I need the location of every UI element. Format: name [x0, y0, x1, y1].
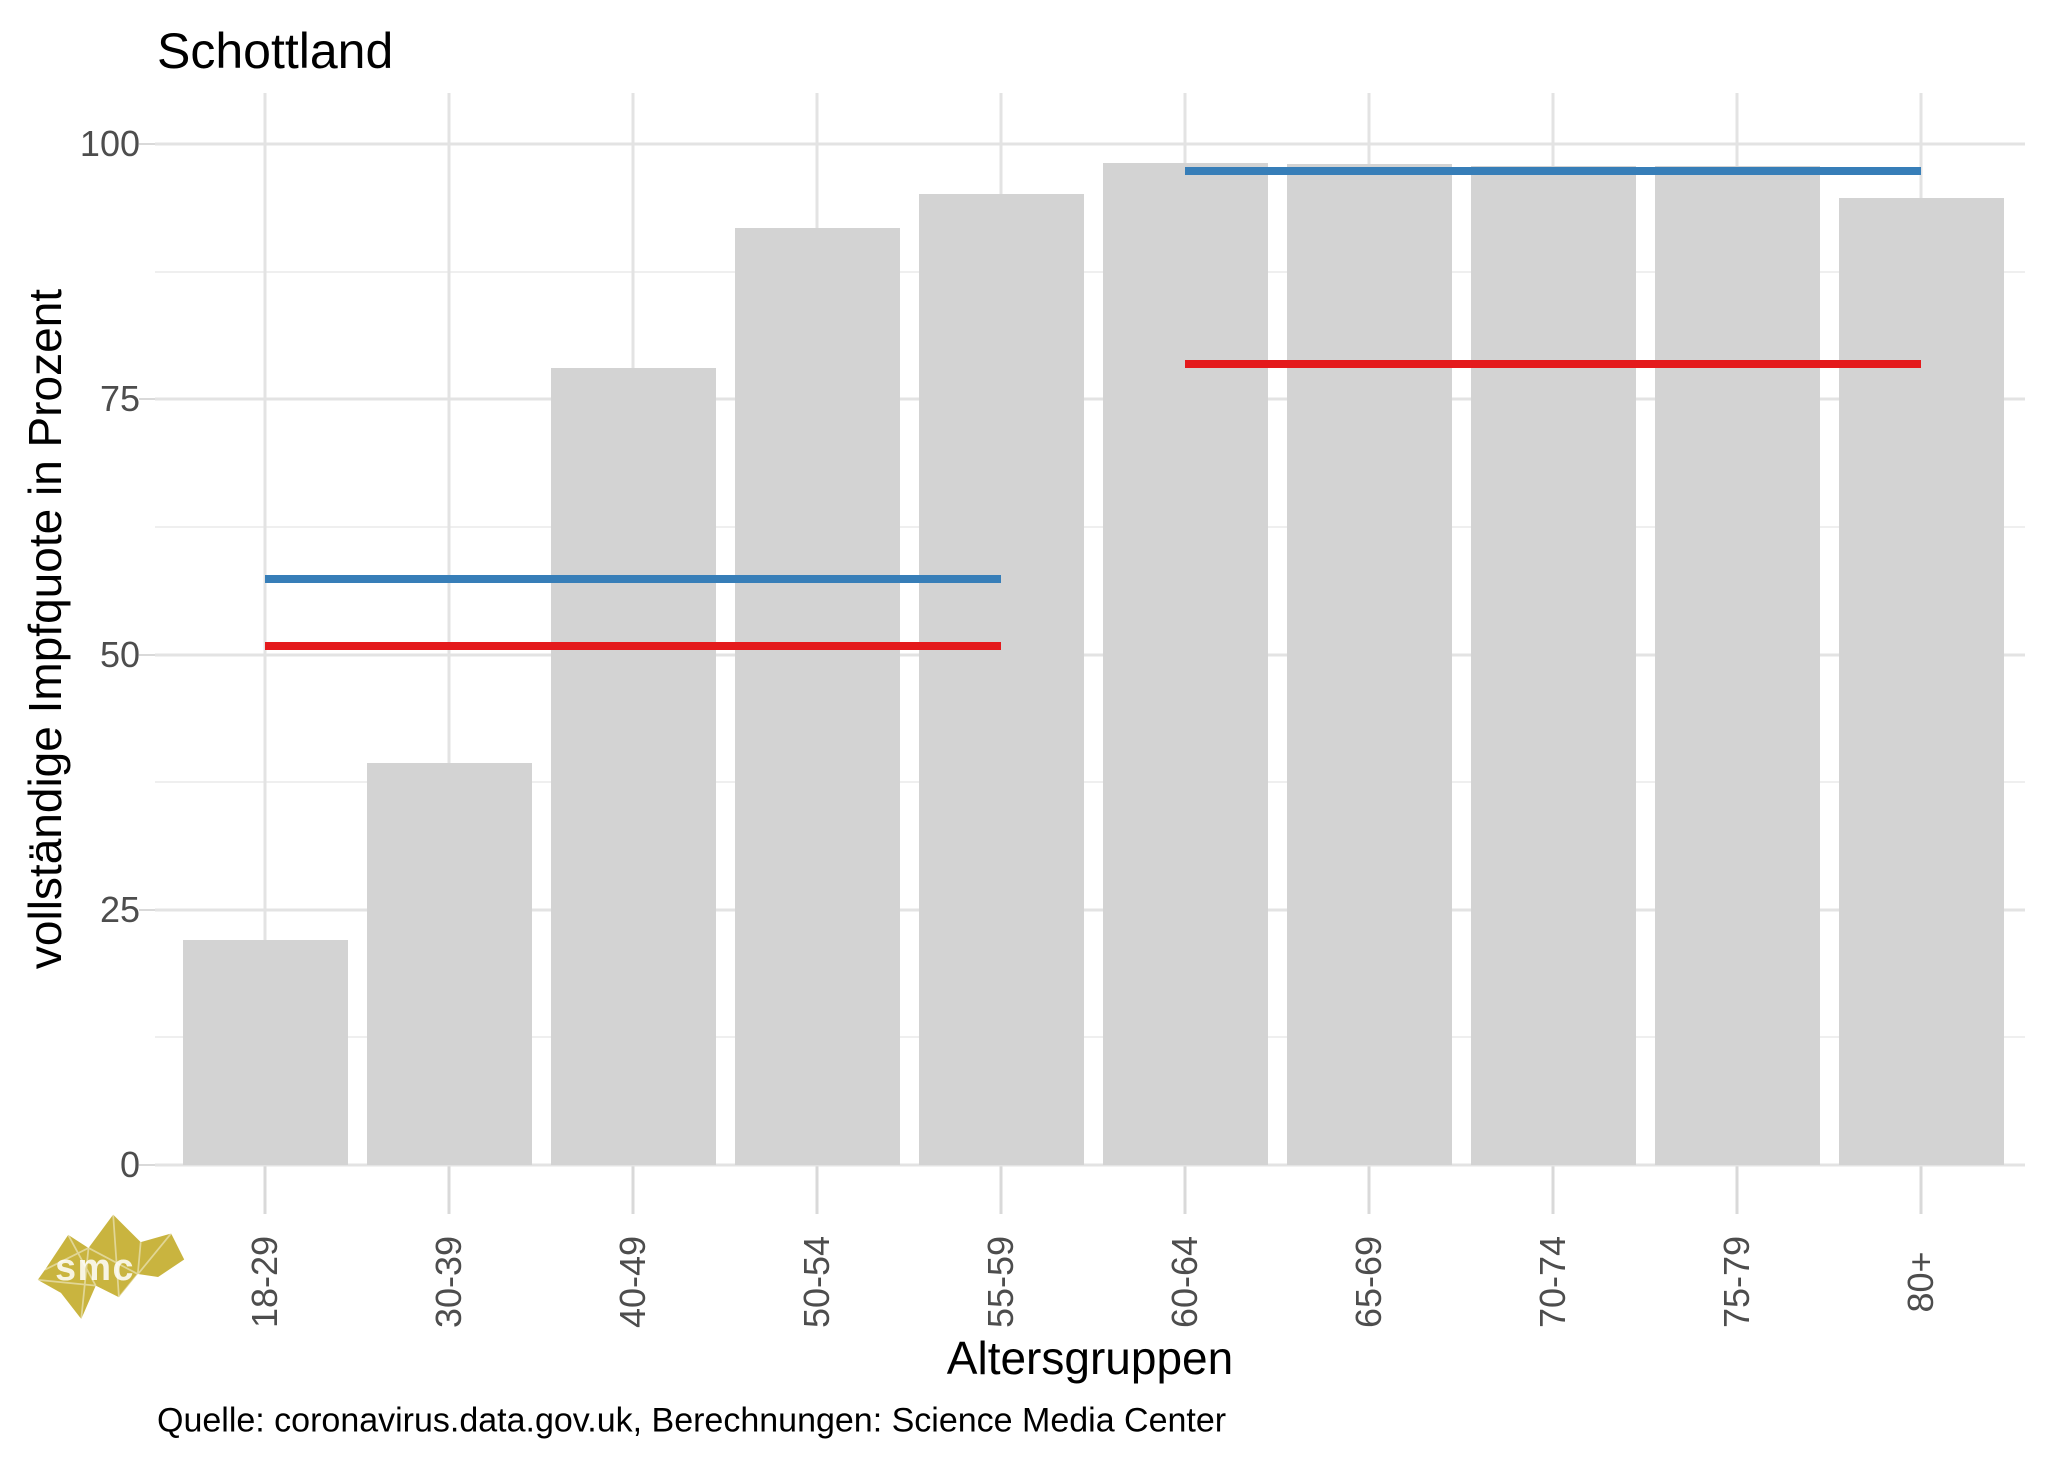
x-tick-mark: [1183, 1166, 1187, 1214]
bar: [1102, 163, 1268, 1165]
y-tick-mark: [139, 908, 155, 911]
x-tick-label: 30-39: [428, 1235, 469, 1329]
x-tick-mark: [1551, 1166, 1555, 1214]
gridline-major: [155, 142, 2025, 146]
y-tick-label: 100: [79, 123, 140, 165]
x-tick-mark: [1735, 1166, 1739, 1214]
gridline-minor: [155, 1036, 2025, 1039]
gridline-minor: [155, 525, 2025, 528]
y-tick-label: 25: [99, 888, 140, 930]
reference-line: [1185, 359, 1921, 368]
gridline-minor: [155, 781, 2025, 784]
reference-line: [265, 642, 1001, 651]
x-tick-label: 60-64: [1164, 1235, 1205, 1329]
gridline-major: [155, 1163, 2025, 1167]
x-tick-mark: [631, 1166, 635, 1214]
x-tick-mark: [263, 1166, 267, 1214]
y-tick-mark: [139, 143, 155, 146]
plot-panel: [155, 93, 2025, 1167]
x-tick-mark: [1919, 1166, 1923, 1214]
gridline-major: [155, 653, 2025, 657]
bar: [1470, 165, 1636, 1165]
gridline-major: [155, 397, 2025, 401]
gridline-major: [155, 908, 2025, 912]
bar: [182, 940, 348, 1165]
y-tick-label: 75: [99, 378, 140, 420]
x-tick-label: 18-29: [244, 1235, 285, 1329]
x-tick-mark: [447, 1166, 451, 1214]
reference-line: [1185, 166, 1921, 175]
chart-title: Schottland: [157, 23, 394, 79]
x-tick-label: 50-54: [796, 1235, 837, 1329]
x-tick-label: 75-79: [1716, 1235, 1757, 1329]
bar: [366, 762, 532, 1165]
bar: [1838, 198, 2004, 1165]
y-tick-label: 0: [119, 1144, 140, 1185]
x-tick-mark: [1367, 1166, 1371, 1214]
y-tick-mark: [139, 398, 155, 401]
y-tick-label: 50: [99, 633, 140, 675]
gridline-vertical: [263, 93, 267, 1165]
gridline-vertical: [447, 93, 451, 1165]
x-tick-label: 55-59: [980, 1235, 1021, 1329]
smc-logo-facets: [37, 1214, 172, 1320]
bar: [550, 367, 716, 1165]
gridline-minor: [155, 270, 2025, 273]
x-tick-mark: [815, 1166, 819, 1214]
bar: [734, 227, 900, 1165]
source-caption: Quelle: coronavirus.data.gov.uk, Berechn…: [157, 1401, 1227, 1440]
smc-logo-blob: [37, 1214, 185, 1319]
x-tick-label: 40-49: [612, 1235, 653, 1329]
x-tick-mark: [999, 1166, 1003, 1214]
reference-line: [265, 574, 1001, 583]
x-tick-label: 65-69: [1348, 1235, 1389, 1329]
x-axis-title: Altersgruppen: [946, 1332, 1234, 1384]
bar: [918, 194, 1084, 1165]
x-tick-label: 80+: [1900, 1251, 1941, 1313]
bar: [1286, 164, 1452, 1165]
smc-logo-text: smc: [55, 1246, 135, 1288]
y-tick-mark: [139, 653, 155, 656]
bar: [1654, 165, 1820, 1165]
x-tick-label: 70-74: [1532, 1235, 1573, 1329]
smc-logo: smc: [37, 1214, 185, 1320]
y-tick-mark: [139, 1164, 155, 1166]
